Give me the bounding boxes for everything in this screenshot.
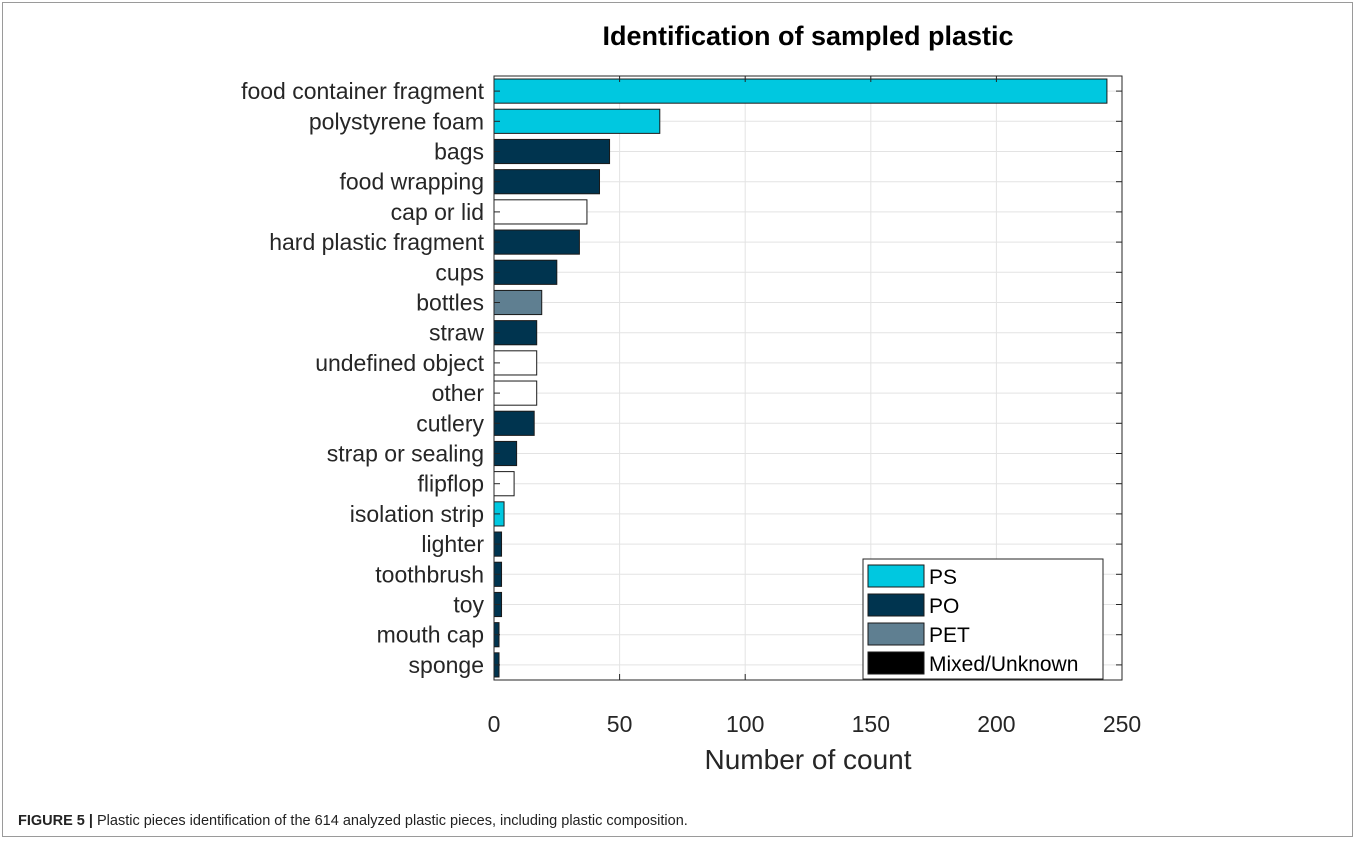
category-label: flipflop bbox=[418, 471, 484, 497]
category-label: bottles bbox=[416, 290, 484, 316]
caption-label: FIGURE 5 | bbox=[18, 813, 93, 829]
category-label: polystyrene foam bbox=[309, 108, 484, 134]
category-label: other bbox=[432, 380, 485, 406]
bar-polystyrene-foam bbox=[493, 108, 661, 134]
category-label: food wrapping bbox=[340, 169, 485, 195]
legend-swatch bbox=[867, 564, 925, 588]
x-tick-label: 150 bbox=[852, 711, 890, 737]
bar-other bbox=[493, 380, 538, 406]
bar-bags bbox=[493, 138, 611, 165]
x-tick-label: 200 bbox=[977, 711, 1015, 737]
legend-label: Mixed/Unknown bbox=[929, 653, 1078, 676]
legend-swatch bbox=[867, 593, 925, 617]
caption-text: Plastic pieces identification of the 614… bbox=[92, 813, 688, 829]
category-label: isolation strip bbox=[350, 501, 484, 527]
category-label: cap or lid bbox=[391, 199, 484, 225]
legend-swatch bbox=[867, 622, 925, 646]
category-label: straw bbox=[429, 320, 484, 346]
bar-undefined-object bbox=[493, 350, 538, 376]
category-label: strap or sealing bbox=[327, 441, 484, 467]
legend-swatch bbox=[867, 651, 925, 675]
bars bbox=[493, 78, 1108, 678]
category-label: undefined object bbox=[315, 350, 484, 376]
legend-label: PO bbox=[929, 595, 959, 618]
category-label: hard plastic fragment bbox=[269, 229, 484, 255]
bar-food-container-fragment bbox=[493, 78, 1108, 104]
bar-bottles bbox=[493, 289, 543, 316]
category-label: toy bbox=[453, 592, 484, 618]
category-label: lighter bbox=[421, 531, 484, 557]
legend-label: PS bbox=[929, 566, 957, 589]
bar-cups bbox=[493, 259, 558, 285]
category-label: cutlery bbox=[416, 410, 484, 436]
figure-caption: FIGURE 5 | Plastic pieces identification… bbox=[18, 813, 1338, 829]
category-label: bags bbox=[434, 139, 484, 165]
bar-hard-plastic-fragment bbox=[493, 229, 580, 255]
x-tick-labels: 0 50 100 150 200 250 bbox=[488, 711, 1142, 737]
legend-label: PET bbox=[929, 624, 970, 647]
legend: PS PO PET Mixed/Unknown bbox=[862, 558, 1104, 680]
x-tick-label: 50 bbox=[607, 711, 633, 737]
category-label: toothbrush bbox=[375, 561, 484, 587]
bar-cutlery bbox=[493, 410, 535, 436]
category-label: cups bbox=[435, 259, 484, 285]
x-tick-label: 100 bbox=[726, 711, 764, 737]
tick-marks bbox=[493, 76, 1123, 680]
x-axis-title: Number of count bbox=[705, 744, 912, 775]
bar-food-wrapping bbox=[493, 169, 601, 195]
chart-title: Identification of sampled plastic bbox=[602, 21, 1013, 51]
plot-area-border bbox=[493, 75, 1123, 681]
x-tick-label: 0 bbox=[488, 711, 501, 737]
category-label: mouth cap bbox=[377, 622, 484, 648]
bar-cap-or-lid bbox=[493, 199, 588, 225]
category-labels: food container fragment polystyrene foam b… bbox=[241, 78, 485, 678]
x-tick-label: 250 bbox=[1103, 711, 1141, 737]
bar-straw bbox=[493, 320, 538, 346]
category-label: sponge bbox=[409, 652, 484, 678]
category-label: food container fragment bbox=[241, 78, 485, 104]
